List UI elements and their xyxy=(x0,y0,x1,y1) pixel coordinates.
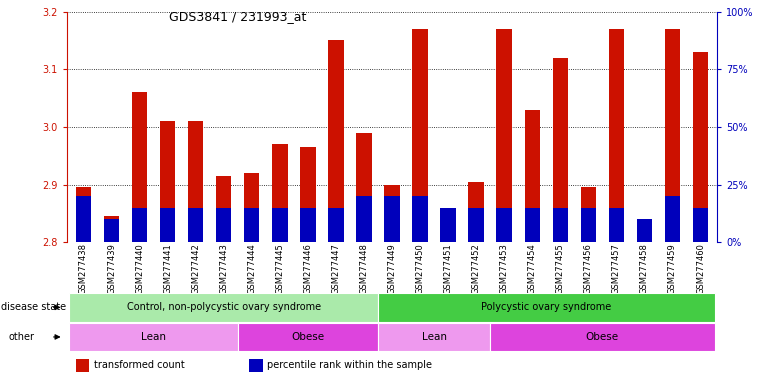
Bar xyxy=(496,208,512,242)
Bar xyxy=(300,208,316,242)
Bar xyxy=(70,323,238,351)
Bar xyxy=(468,182,484,242)
Bar xyxy=(378,293,714,322)
Text: Lean: Lean xyxy=(141,332,166,342)
Bar xyxy=(188,208,203,242)
Text: GSM277452: GSM277452 xyxy=(472,243,481,294)
Text: GSM277440: GSM277440 xyxy=(135,243,144,294)
Bar xyxy=(300,147,316,242)
Bar xyxy=(384,196,400,242)
Text: GSM277439: GSM277439 xyxy=(107,243,116,294)
Bar xyxy=(665,196,681,242)
Bar xyxy=(412,196,428,242)
Text: GSM277456: GSM277456 xyxy=(584,243,593,294)
Bar xyxy=(249,359,263,372)
Text: GSM277447: GSM277447 xyxy=(332,243,340,294)
Text: GSM277450: GSM277450 xyxy=(416,243,425,294)
Text: GSM277443: GSM277443 xyxy=(220,243,228,294)
Bar xyxy=(356,196,372,242)
Bar xyxy=(132,208,147,242)
Bar xyxy=(160,121,176,242)
Text: GSM277459: GSM277459 xyxy=(668,243,677,294)
Bar xyxy=(524,109,540,242)
Text: GSM277442: GSM277442 xyxy=(191,243,200,294)
Bar xyxy=(238,323,378,351)
Bar xyxy=(244,208,260,242)
Bar xyxy=(496,29,512,242)
Text: GSM277460: GSM277460 xyxy=(696,243,705,294)
Bar xyxy=(637,219,652,242)
Text: GSM277451: GSM277451 xyxy=(444,243,452,294)
Text: GSM277445: GSM277445 xyxy=(275,243,285,294)
Text: GDS3841 / 231993_at: GDS3841 / 231993_at xyxy=(169,10,306,23)
Text: Polycystic ovary syndrome: Polycystic ovary syndrome xyxy=(481,302,612,313)
Text: disease state: disease state xyxy=(1,302,66,313)
Bar xyxy=(378,323,490,351)
Bar xyxy=(490,323,714,351)
Text: GSM277441: GSM277441 xyxy=(163,243,172,294)
Bar xyxy=(216,208,231,242)
Bar xyxy=(160,208,176,242)
Bar xyxy=(272,208,288,242)
Bar xyxy=(637,231,652,242)
Text: GSM277446: GSM277446 xyxy=(303,243,312,294)
Text: percentile rank within the sample: percentile rank within the sample xyxy=(267,360,432,371)
Text: other: other xyxy=(9,332,34,342)
Text: GSM277448: GSM277448 xyxy=(359,243,368,294)
Bar xyxy=(441,228,456,242)
Bar xyxy=(103,216,119,242)
Bar xyxy=(608,208,624,242)
Bar xyxy=(76,359,89,372)
Bar xyxy=(356,133,372,242)
Bar xyxy=(608,29,624,242)
Bar xyxy=(665,29,681,242)
Bar xyxy=(328,208,343,242)
Bar xyxy=(244,173,260,242)
Text: GSM277458: GSM277458 xyxy=(640,243,649,294)
Bar xyxy=(693,52,708,242)
Bar xyxy=(384,185,400,242)
Bar xyxy=(132,92,147,242)
Text: GSM277438: GSM277438 xyxy=(79,243,88,294)
Bar xyxy=(581,208,596,242)
Text: transformed count: transformed count xyxy=(94,360,185,371)
Bar xyxy=(553,208,568,242)
Bar xyxy=(553,58,568,242)
Text: GSM277449: GSM277449 xyxy=(387,243,397,294)
Text: GSM277453: GSM277453 xyxy=(499,243,509,294)
Text: GSM277455: GSM277455 xyxy=(556,243,564,294)
Text: Control, non-polycystic ovary syndrome: Control, non-polycystic ovary syndrome xyxy=(127,302,321,313)
Bar xyxy=(76,196,91,242)
Text: Obese: Obese xyxy=(586,332,619,342)
Bar xyxy=(188,121,203,242)
Bar xyxy=(76,187,91,242)
Bar xyxy=(581,187,596,242)
Bar xyxy=(441,208,456,242)
Bar xyxy=(524,208,540,242)
Text: GSM277454: GSM277454 xyxy=(528,243,537,294)
Text: Lean: Lean xyxy=(422,332,447,342)
Bar xyxy=(70,293,378,322)
Bar xyxy=(272,144,288,242)
Bar xyxy=(216,176,231,242)
Bar xyxy=(468,208,484,242)
Bar xyxy=(693,208,708,242)
Bar xyxy=(103,219,119,242)
Bar xyxy=(412,29,428,242)
Bar xyxy=(328,40,343,242)
Text: GSM277444: GSM277444 xyxy=(247,243,256,294)
Text: Obese: Obese xyxy=(292,332,325,342)
Text: GSM277457: GSM277457 xyxy=(612,243,621,294)
